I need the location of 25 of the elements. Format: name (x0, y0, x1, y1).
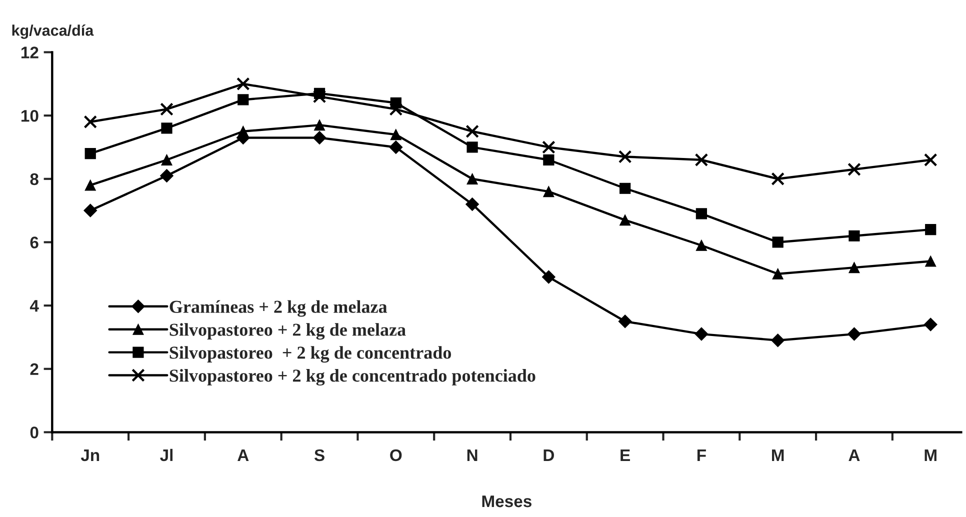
x-tick-label: M (772, 449, 784, 461)
x-tick-label: F (697, 449, 706, 461)
x-tick-label: A (848, 449, 860, 461)
x-tick-label: Jl (160, 448, 173, 462)
x-tick-label: Jn (80, 449, 100, 462)
legend-label: Silvopastoreo + 2 kg de concentrado (170, 346, 452, 363)
legend-label: Silvopastoreo + 2 kg de concentrado potenciado (170, 369, 536, 386)
x-tick-label: A (238, 449, 249, 461)
y-tick-label: 8 (30, 173, 38, 186)
x-tick-label: S (314, 449, 324, 462)
x-tick-label: M (924, 449, 936, 461)
y-tick-label: 6 (30, 236, 38, 248)
x-tick-label: O (390, 449, 402, 462)
x-axis-title: Meses (482, 496, 532, 508)
y-tick-label: 4 (30, 300, 39, 312)
x-tick-label: N (467, 449, 478, 461)
legend-label: Silvopastoreo + 2 kg de melaza (170, 323, 406, 340)
y-axis-title: kg/vaca/día (12, 24, 94, 39)
x-tick-label: E (620, 449, 630, 461)
y-tick-label: 2 (30, 363, 38, 375)
y-tick-label: 12 (21, 46, 38, 58)
y-tick-label: 0 (30, 426, 38, 438)
y-tick-label: 10 (21, 110, 38, 122)
legend-label: Gramíneas + 2 kg de melaza (170, 300, 388, 317)
x-tick-label: D (544, 449, 554, 461)
